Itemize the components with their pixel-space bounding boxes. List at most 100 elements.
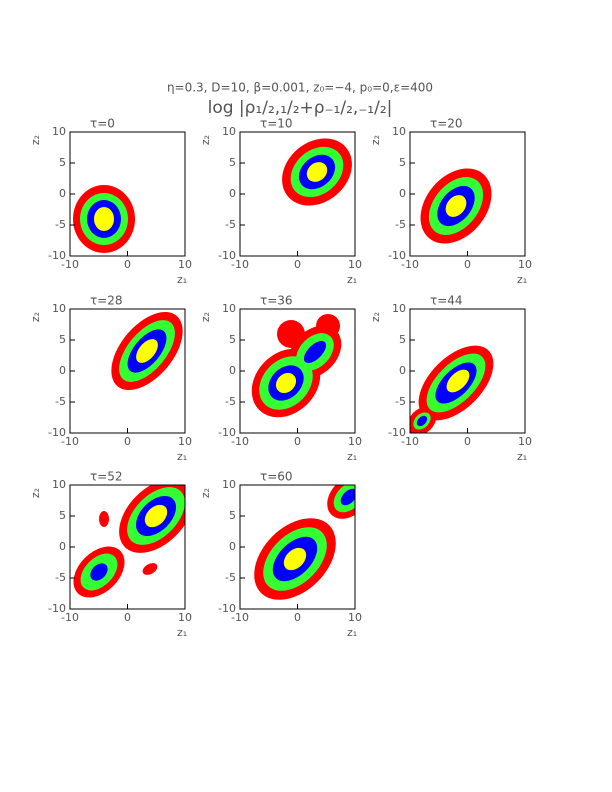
y-tick-label: 10	[222, 478, 236, 491]
x-tick-label: 0	[294, 611, 301, 624]
panel-title: τ=20	[430, 117, 463, 131]
x-tick-label: -10	[231, 435, 249, 448]
panel: -10 0 10 -10 -5 0 5 10 τ=28 z₁ z₂	[29, 294, 192, 464]
y-tick-label: 10	[52, 478, 66, 491]
x-axis-label: z₁	[517, 273, 527, 286]
y-tick-label: 5	[229, 333, 236, 346]
x-tick-label: 10	[348, 611, 362, 624]
x-tick-label: 10	[518, 258, 532, 271]
y-tick-label: -10	[48, 602, 66, 615]
y-tick-label: 5	[59, 333, 66, 346]
y-tick-label: 0	[229, 364, 236, 377]
y-axis-label: z₂	[369, 312, 382, 322]
x-tick-label: 10	[178, 258, 192, 271]
x-tick-label: -10	[231, 258, 249, 271]
y-tick-label: -10	[218, 426, 236, 439]
x-tick-label: 10	[348, 258, 362, 271]
x-tick-label: 0	[464, 435, 471, 448]
contours	[73, 185, 135, 253]
y-tick-label: 10	[222, 302, 236, 315]
x-tick-label: -10	[61, 611, 79, 624]
y-axis-label: z₂	[199, 135, 212, 145]
x-tick-label: -10	[401, 435, 419, 448]
y-tick-label: 10	[392, 125, 406, 138]
y-tick-label: 5	[399, 333, 406, 346]
x-axis-label: z₁	[347, 626, 357, 639]
x-axis-label: z₁	[177, 450, 187, 463]
x-tick-label: 0	[294, 258, 301, 271]
panel: -10 0 10 -10 -5 0 5 10 τ=60 z₁ z₂	[199, 470, 362, 640]
y-tick-label: 0	[229, 187, 236, 200]
y-tick-label: -5	[55, 395, 66, 408]
panel-title: τ=60	[260, 470, 293, 484]
y-axis-label: z₂	[369, 135, 382, 145]
y-tick-label: -5	[395, 218, 406, 231]
y-tick-label: 10	[392, 302, 406, 315]
y-tick-label: 10	[52, 302, 66, 315]
x-tick-label: -10	[61, 435, 79, 448]
panel-title: τ=10	[260, 117, 293, 131]
x-tick-label: 0	[464, 258, 471, 271]
y-tick-label: 10	[222, 125, 236, 138]
panel-title: τ=28	[90, 294, 123, 308]
y-axis-label: z₂	[199, 312, 212, 322]
panel: -10 0 10 -10 -5 0 5 10 τ=36 z₁ z₂	[199, 294, 362, 464]
y-axis-label: z₂	[29, 135, 42, 145]
y-tick-label: -10	[218, 602, 236, 615]
x-tick-label: 0	[124, 611, 131, 624]
x-tick-label: 0	[124, 258, 131, 271]
x-tick-label: -10	[231, 611, 249, 624]
y-tick-label: -10	[48, 249, 66, 262]
y-tick-label: -5	[55, 218, 66, 231]
panel: -10 0 10 -10 -5 0 5 10 τ=10 z₁ z₂	[199, 117, 362, 287]
panel-title: τ=52	[90, 470, 123, 484]
y-tick-label: 5	[229, 156, 236, 169]
y-tick-label: 5	[229, 509, 236, 522]
y-tick-label: 0	[399, 364, 406, 377]
y-axis-label: z₂	[29, 488, 42, 498]
panel: -10 0 10 -10 -5 0 5 10 τ=20 z₁ z₂	[369, 117, 532, 287]
contours	[410, 345, 494, 433]
y-tick-label: -10	[48, 426, 66, 439]
y-tick-label: 0	[59, 364, 66, 377]
x-tick-label: 10	[518, 435, 532, 448]
y-tick-label: 0	[59, 540, 66, 553]
y-tick-label: -10	[388, 249, 406, 262]
y-tick-label: 5	[59, 156, 66, 169]
figure-subtitle: log |ρ₁/₂,₁/₂+ρ₋₁/₂,₋₁/₂|	[208, 98, 393, 118]
contours	[282, 138, 352, 206]
panel-title: τ=36	[260, 294, 293, 308]
x-tick-label: 10	[178, 435, 192, 448]
y-tick-label: -5	[55, 571, 66, 584]
panel: -10 0 10 -10 -5 0 5 10 τ=0 z₁ z₂	[29, 117, 192, 287]
contours	[254, 485, 355, 600]
y-tick-label: -5	[225, 571, 236, 584]
y-tick-label: 5	[59, 509, 66, 522]
y-tick-label: 0	[229, 540, 236, 553]
contours	[73, 485, 185, 598]
x-axis-label: z₁	[177, 273, 187, 286]
panel-title: τ=0	[90, 117, 115, 131]
y-tick-label: -10	[218, 249, 236, 262]
y-tick-label: 10	[52, 125, 66, 138]
x-tick-label: -10	[61, 258, 79, 271]
y-tick-label: 0	[399, 187, 406, 200]
x-tick-label: 10	[348, 435, 362, 448]
contours	[251, 314, 342, 418]
figure-title: η=0.3, D=10, β=0.001, z₀=−4, p₀=0,ε=400	[167, 81, 433, 95]
contours	[420, 168, 492, 244]
x-tick-label: 0	[294, 435, 301, 448]
x-tick-label: 10	[178, 611, 192, 624]
y-tick-label: -5	[395, 395, 406, 408]
x-axis-label: z₁	[517, 450, 527, 463]
y-tick-label: 5	[399, 156, 406, 169]
x-axis-label: z₁	[347, 273, 357, 286]
contours	[111, 311, 183, 391]
x-axis-label: z₁	[177, 626, 187, 639]
panel-title: τ=44	[430, 294, 463, 308]
y-axis-label: z₂	[29, 312, 42, 322]
y-tick-label: -10	[388, 426, 406, 439]
y-tick-label: 0	[59, 187, 66, 200]
x-axis-label: z₁	[347, 450, 357, 463]
